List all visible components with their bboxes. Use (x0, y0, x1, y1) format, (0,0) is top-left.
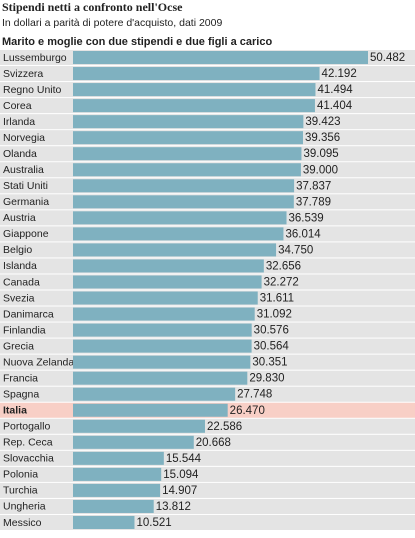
category-label: Turchia (3, 485, 38, 497)
category-label: Irlanda (3, 116, 35, 128)
value-label: 13.812 (156, 501, 191, 513)
value-label: 30.351 (252, 357, 287, 369)
row-background (0, 514, 415, 530)
category-label: Danimarca (3, 308, 54, 320)
category-label: Slovacchia (3, 453, 54, 465)
value-label: 39.000 (303, 164, 338, 176)
category-label: Polonia (3, 469, 38, 481)
value-label: 20.668 (196, 437, 231, 449)
category-label: Austria (3, 212, 36, 224)
category-label: Finlandia (3, 324, 46, 336)
value-label: 39.423 (305, 116, 340, 128)
bar (73, 515, 135, 529)
bar (73, 435, 194, 449)
value-label: 36.539 (289, 212, 324, 224)
bar (73, 355, 251, 369)
bar (73, 67, 320, 81)
bar (73, 291, 258, 305)
chart-title: Stipendi netti a confronto nell'Ocse (2, 0, 183, 14)
value-label: 30.564 (254, 341, 290, 353)
value-label: 34.750 (278, 244, 313, 256)
value-label: 39.356 (305, 132, 340, 144)
bar (73, 195, 294, 209)
category-label: Grecia (3, 340, 34, 352)
row-background (0, 498, 415, 514)
value-label: 15.544 (166, 453, 202, 465)
value-label: 10.521 (136, 517, 171, 529)
category-label: Germania (3, 196, 49, 208)
category-label: Belgio (3, 244, 32, 256)
chart-subtitle: In dollari a parità di potere d'acquisto… (2, 17, 222, 29)
bar (73, 403, 228, 417)
value-label: 39.095 (303, 148, 338, 160)
value-label: 41.494 (317, 84, 353, 96)
value-label: 50.482 (370, 52, 405, 64)
category-label: Giappone (3, 228, 49, 240)
bar (73, 227, 284, 241)
value-label: 36.014 (285, 228, 321, 240)
value-label: 31.092 (257, 309, 292, 321)
row-background (0, 482, 415, 498)
category-label: Portogallo (3, 421, 50, 433)
category-label: Australia (3, 164, 44, 176)
value-label: 14.907 (162, 485, 197, 497)
category-label: Svezia (3, 292, 35, 304)
bar (73, 275, 262, 289)
category-label: Lussemburgo (3, 52, 67, 64)
bar (73, 419, 205, 433)
bar (73, 307, 255, 321)
bar (73, 83, 316, 97)
bar (73, 211, 287, 225)
value-label: 37.789 (296, 196, 331, 208)
chart-header: Marito e moglie con due stipendi e due f… (2, 36, 272, 48)
category-label: Rep. Ceca (3, 437, 53, 449)
category-label: Messico (3, 517, 42, 529)
category-label: Ungheria (3, 501, 46, 513)
bar (73, 371, 248, 385)
bar (73, 483, 161, 497)
bar (73, 99, 315, 113)
bar (73, 51, 368, 65)
category-label: Stati Uniti (3, 180, 48, 192)
bar (73, 387, 236, 401)
value-label: 37.837 (296, 180, 331, 192)
value-label: 26.470 (230, 405, 265, 417)
value-label: 32.656 (266, 260, 301, 272)
bar (73, 115, 304, 129)
category-label: Nuova Zelanda (3, 356, 74, 368)
category-label: Regno Unito (3, 84, 62, 96)
category-label: Norvegia (3, 132, 45, 144)
bar (73, 339, 252, 353)
row-background (0, 450, 415, 466)
category-label: Italia (3, 405, 27, 417)
bar (73, 323, 252, 337)
bar (73, 243, 277, 257)
value-label: 42.192 (322, 68, 357, 80)
row-background (0, 466, 415, 482)
bar (73, 147, 302, 161)
category-label: Islanda (3, 260, 37, 272)
value-label: 15.094 (163, 469, 199, 481)
value-label: 41.404 (317, 100, 353, 112)
category-label: Francia (3, 372, 38, 384)
value-label: 22.586 (207, 421, 242, 433)
value-label: 31.611 (260, 293, 294, 305)
category-label: Svizzera (3, 68, 43, 80)
category-label: Corea (3, 100, 32, 112)
bar (73, 499, 154, 513)
category-label: Spagna (3, 388, 39, 400)
category-label: Canada (3, 276, 40, 288)
bar (73, 451, 164, 465)
value-label: 32.272 (264, 277, 299, 289)
bar (73, 467, 162, 481)
value-label: 27.748 (237, 389, 272, 401)
value-label: 30.576 (254, 325, 289, 337)
category-label: Olanda (3, 148, 37, 160)
bar (73, 131, 303, 145)
value-label: 29.830 (249, 373, 284, 385)
bar (73, 259, 264, 273)
bar (73, 179, 295, 193)
bar (73, 163, 301, 177)
